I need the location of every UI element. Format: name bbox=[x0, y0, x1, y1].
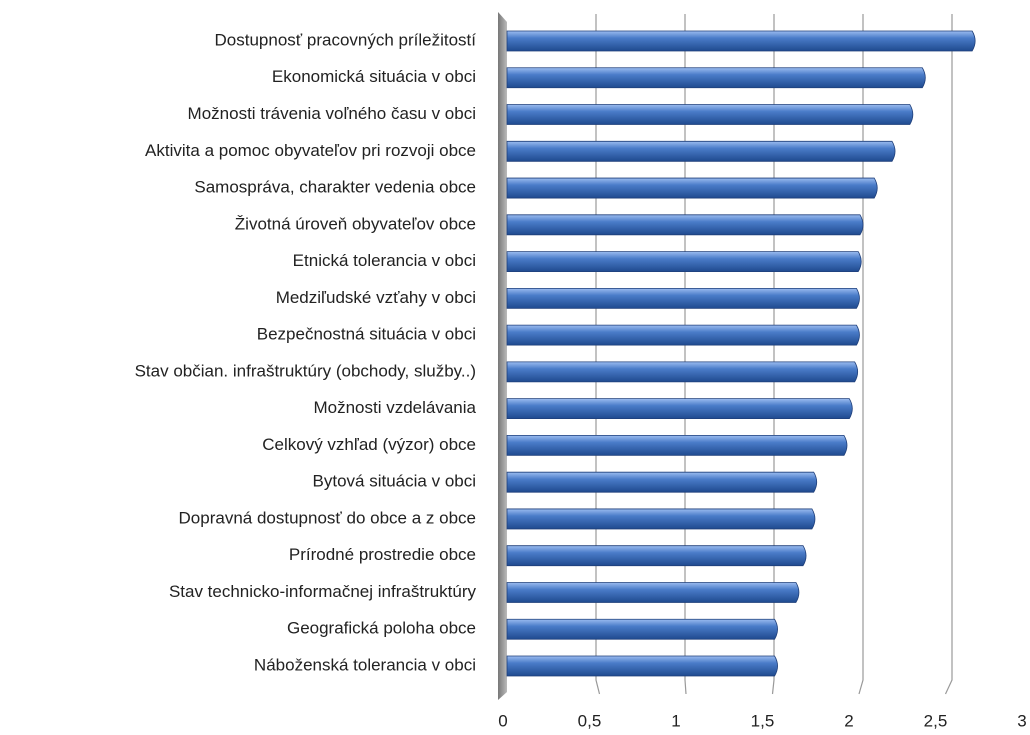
y-tick-label: Stav občian. infraštruktúry (obchody, sl… bbox=[135, 361, 476, 380]
y-tick-label: Samospráva, charakter vedenia obce bbox=[194, 178, 476, 197]
y-tick-label: Aktivita a pomoc obyvateľov pri rozvoji … bbox=[145, 141, 476, 160]
bar bbox=[506, 324, 860, 346]
bar bbox=[506, 618, 778, 640]
x-tick-label: 2,5 bbox=[924, 711, 948, 730]
y-tick-label: Ekonomická situácia v obci bbox=[272, 67, 476, 86]
y-tick-label: Celkový vzhľad (výzor) obce bbox=[262, 435, 476, 454]
grid-line bbox=[944, 14, 953, 695]
y-tick-label: Etnická tolerancia v obci bbox=[293, 251, 476, 270]
back-wall bbox=[498, 12, 507, 700]
y-tick-label: Dostupnosť pracovných príležitostí bbox=[215, 30, 477, 49]
bar bbox=[506, 361, 859, 383]
bar bbox=[506, 508, 816, 530]
x-tick-label: 2 bbox=[844, 711, 853, 730]
bar bbox=[506, 398, 853, 420]
y-tick-label: Dopravná dostupnosť do obce a z obce bbox=[179, 508, 476, 527]
bar bbox=[506, 214, 864, 236]
bar bbox=[506, 287, 860, 309]
y-tick-label: Stav technicko-informačnej infraštruktúr… bbox=[169, 582, 477, 601]
grid-line bbox=[684, 14, 687, 695]
x-tick-label: 1 bbox=[671, 711, 680, 730]
x-tick-label: 0 bbox=[498, 711, 507, 730]
bar bbox=[506, 251, 862, 272]
bar bbox=[506, 471, 818, 493]
grid-line bbox=[858, 14, 864, 695]
grid-line bbox=[771, 14, 775, 695]
grid-line bbox=[595, 14, 601, 695]
y-tick-label: Náboženská tolerancia v obci bbox=[254, 655, 476, 674]
y-tick-label: Medziľudské vzťahy v obci bbox=[276, 288, 476, 307]
y-tick-label: Bytová situácia v obci bbox=[313, 472, 476, 491]
bar bbox=[506, 177, 878, 199]
y-tick-label: Bezpečnostná situácia v obci bbox=[257, 325, 476, 344]
y-tick-label: Možnosti vzdelávania bbox=[313, 398, 476, 417]
bar bbox=[506, 140, 896, 162]
bar bbox=[506, 67, 926, 89]
bar bbox=[506, 582, 800, 603]
bar bbox=[506, 545, 807, 567]
y-tick-label: Geografická poloha obce bbox=[287, 619, 476, 638]
bar bbox=[506, 435, 848, 456]
bar bbox=[506, 104, 914, 125]
y-tick-label: Prírodné prostredie obce bbox=[289, 545, 476, 564]
y-tick-label: Životná úroveň obyvateľov obce bbox=[235, 214, 476, 233]
x-tick-label: 0,5 bbox=[578, 711, 602, 730]
y-tick-label: Možnosti trávenia voľného času v obci bbox=[188, 104, 476, 123]
x-tick-label: 1,5 bbox=[751, 711, 775, 730]
x-tick-label: 3 bbox=[1017, 711, 1026, 730]
bar bbox=[506, 30, 976, 52]
bar bbox=[506, 655, 778, 677]
